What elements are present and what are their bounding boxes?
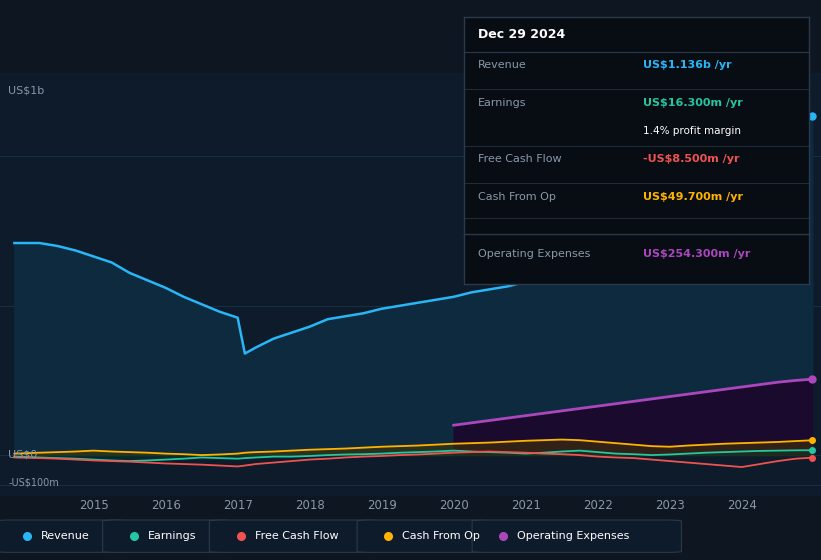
Text: 2017: 2017 (222, 499, 253, 512)
Text: 2019: 2019 (367, 499, 397, 512)
FancyBboxPatch shape (0, 520, 127, 552)
FancyBboxPatch shape (103, 520, 232, 552)
FancyBboxPatch shape (472, 520, 681, 552)
Text: 2016: 2016 (151, 499, 181, 512)
Text: -US$100m: -US$100m (8, 477, 59, 487)
Text: US$1.136b /yr: US$1.136b /yr (643, 60, 732, 71)
Text: US$16.300m /yr: US$16.300m /yr (643, 97, 743, 108)
Text: 2024: 2024 (727, 499, 757, 512)
Text: Revenue: Revenue (41, 531, 89, 541)
Text: US$49.700m /yr: US$49.700m /yr (643, 192, 743, 202)
Text: 2018: 2018 (295, 499, 324, 512)
Text: Cash From Op: Cash From Op (402, 531, 480, 541)
Text: Cash From Op: Cash From Op (478, 192, 556, 202)
Text: Free Cash Flow: Free Cash Flow (478, 155, 562, 165)
Text: Operating Expenses: Operating Expenses (517, 531, 630, 541)
Text: 1.4% profit margin: 1.4% profit margin (643, 126, 741, 136)
Text: US$1b: US$1b (8, 86, 44, 96)
Text: 2020: 2020 (439, 499, 469, 512)
Text: Operating Expenses: Operating Expenses (478, 249, 590, 259)
Text: US$254.300m /yr: US$254.300m /yr (643, 249, 750, 259)
Text: Dec 29 2024: Dec 29 2024 (478, 28, 565, 41)
Text: Earnings: Earnings (148, 531, 196, 541)
FancyBboxPatch shape (209, 520, 378, 552)
Text: -US$8.500m /yr: -US$8.500m /yr (643, 155, 740, 165)
Text: 2023: 2023 (655, 499, 685, 512)
FancyBboxPatch shape (357, 520, 488, 552)
Text: 2015: 2015 (79, 499, 108, 512)
Text: Earnings: Earnings (478, 97, 526, 108)
Text: Free Cash Flow: Free Cash Flow (255, 531, 338, 541)
Text: 2021: 2021 (511, 499, 541, 512)
Text: US$0: US$0 (8, 450, 38, 460)
Text: Revenue: Revenue (478, 60, 526, 71)
Text: 2022: 2022 (583, 499, 612, 512)
